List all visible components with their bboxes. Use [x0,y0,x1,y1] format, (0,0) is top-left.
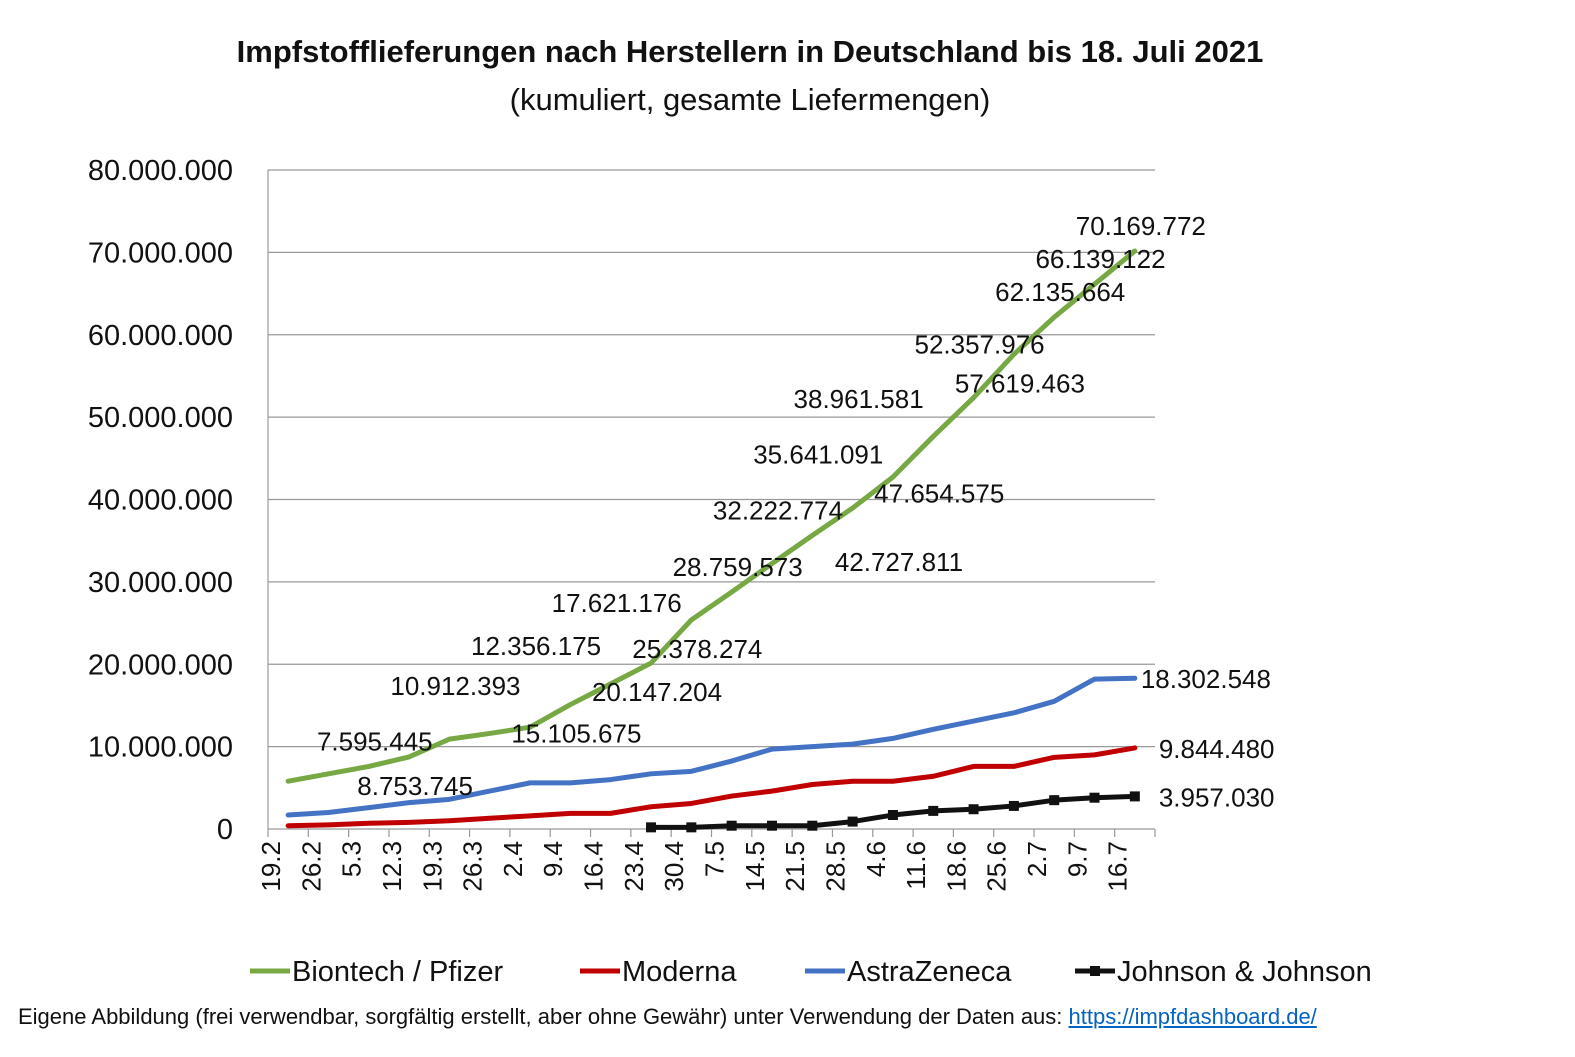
x-tick-label: 16.7 [1103,841,1133,892]
data-label: 42.727.811 [835,547,963,577]
y-tick-label: 40.000.000 [88,485,233,517]
y-tick-label: 30.000.000 [88,567,233,599]
y-tick-label: 20.000.000 [88,649,233,681]
x-tick-label: 19.2 [256,841,286,892]
data-point-marker [847,816,858,827]
x-tick-label: 16.4 [579,841,609,892]
data-label: 12.356.175 [471,631,601,661]
data-label: 38.961.581 [794,384,924,414]
x-tick-label: 5.3 [337,841,367,877]
y-tick-label: 50.000.000 [88,402,233,434]
data-label: 8.753.745 [357,771,473,801]
data-point-marker [1089,792,1100,803]
data-label: 35.641.091 [753,439,883,469]
data-point-marker [1008,800,1019,811]
x-tick-label: 14.5 [740,841,770,892]
data-point-marker [646,822,657,833]
data-point-marker [686,822,697,833]
data-label: 66.139.122 [1035,244,1165,274]
y-tick-label: 80.000.000 [88,155,233,187]
x-tick-label: 19.3 [417,841,447,892]
x-tick-label: 18.6 [941,841,971,892]
data-label: 10.912.393 [390,671,520,701]
data-label: 17.621.176 [552,588,682,618]
x-tick-label: 26.2 [296,841,326,892]
x-tick-label: 4.6 [861,841,891,877]
data-label: 52.357.976 [914,330,1044,360]
data-label: 20.147.204 [592,677,722,707]
x-tick-label: 9.4 [538,841,568,877]
series-line-biontech-pfizer [285,248,1138,784]
chart-title: Impfstofflieferungen nach Herstellern in… [236,34,1264,69]
data-point-marker [887,809,898,820]
data-label: 32.222.774 [713,496,843,526]
data-label: 9.844.480 [1159,734,1275,764]
legend-marker [1090,966,1100,976]
legend-label: Moderna [622,956,737,988]
x-tick-label: 11.6 [901,841,931,890]
y-tick-label: 70.000.000 [88,237,233,269]
x-tick-label: 12.3 [377,841,407,892]
x-tick-label: 28.5 [820,841,850,892]
y-tick-label: 10.000.000 [88,732,233,764]
x-tick-label: 23.4 [619,841,649,892]
x-tick-label: 2.7 [1022,841,1052,877]
source-footer: Eigene Abbildung (frei verwendbar, sorgf… [18,1004,1317,1030]
data-label: 18.302.548 [1141,664,1271,694]
x-tick-label: 25.6 [982,841,1012,892]
data-label: 62.135.664 [995,277,1125,307]
chart-subtitle: (kumuliert, gesamte Liefermengen) [509,82,991,117]
x-tick-label: 26.3 [458,841,488,892]
data-label: 25.378.274 [632,634,762,664]
series-line-moderna [285,745,1138,829]
source-link[interactable]: https://impfdashboard.de/ [1068,1004,1317,1029]
data-point-marker [766,820,777,831]
y-tick-label: 60.000.000 [88,320,233,352]
x-tick-label: 7.5 [700,841,730,877]
data-label: 7.595.445 [317,726,433,756]
data-label: 70.169.772 [1076,211,1206,241]
x-tick-label: 30.4 [659,841,689,892]
data-point-marker [807,820,818,831]
data-point-marker [928,805,939,816]
series-line-astrazeneca [285,675,1138,818]
data-label: 57.619.463 [955,368,1085,398]
data-label: 47.654.575 [874,478,1004,508]
footer-text: Eigene Abbildung (frei verwendbar, sorgf… [18,1004,1069,1029]
data-point-marker [968,804,979,815]
data-point-marker [726,820,737,831]
legend-label: Johnson & Johnson [1117,956,1372,988]
data-label: 28.759.573 [673,552,803,582]
data-label: 15.105.675 [511,719,641,749]
legend-label: AstraZeneca [847,956,1012,988]
data-point-marker [1049,795,1060,806]
legend-label: Biontech / Pfizer [292,956,503,988]
x-tick-label: 2.4 [498,841,528,877]
x-tick-label: 21.5 [780,841,810,892]
data-label: 3.957.030 [1159,782,1275,812]
x-tick-label: 9.7 [1062,841,1092,877]
y-tick-label: 0 [217,814,233,846]
data-point-marker [1129,791,1140,802]
